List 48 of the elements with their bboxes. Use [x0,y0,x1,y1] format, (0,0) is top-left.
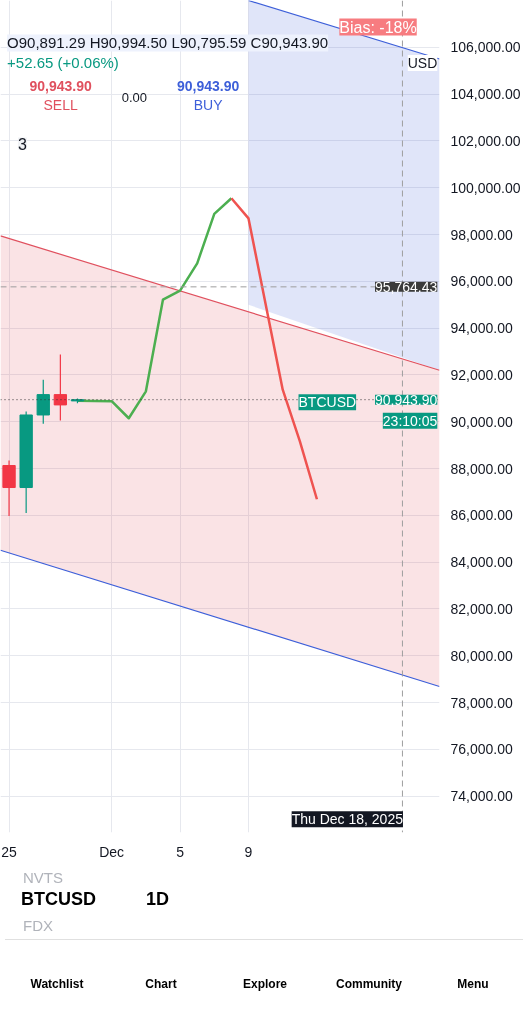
y-tick-label: 86,000.00 [450,507,513,524]
text: Chart [144,976,178,993]
annotation: 90,943.90 [177,78,240,95]
y-tick-label: 106,000.00 [450,39,521,56]
y-tick-label: 100,000.00 [450,179,521,196]
y-tick-label: 98,000.00 [450,226,513,243]
y-tick-label: 104,000.00 [450,86,521,103]
ref-line-label: 90,943.90 [375,391,438,408]
annotation: 23:10:05 [382,412,438,429]
y-tick-label: 90,000.00 [450,413,513,430]
y-tick-label: 84,000.00 [450,554,513,571]
text: FDX [22,916,54,934]
candlestick [53,354,68,422]
annotation: SELL [43,97,78,114]
candlestick [2,460,16,517]
y-tick-label: 82,000.00 [450,601,513,617]
annotation: 90,943.90 [29,78,92,95]
annotation: BUY [193,97,224,114]
x-tick-label: Dec [99,843,125,860]
y-tick-label: 92,000.00 [450,366,513,383]
ref-line-label: Thu Dec 18, 2025 [291,811,404,828]
text: BTCUSD [21,888,97,912]
y-tick-label: 80,000.00 [450,647,513,664]
y-tick-label: 76,000.00 [450,741,513,758]
text: Explore [242,976,288,993]
x-tick-label: 25 [1,843,18,860]
candlestick [36,379,50,425]
annotation: BTCUSD [298,394,357,411]
annotation: +52.65 (+0.06%) [7,54,119,72]
y-tick-label: 96,000.00 [450,273,513,290]
annotation: USD [407,54,438,71]
y-tick-label: 78,000.00 [450,694,513,711]
text: 1D [146,888,170,912]
annotation: 3 [18,135,28,153]
annotation: O90,891.29 H90,994.50 L90,795.59 C90,943.90 [7,34,329,52]
x-tick-label: 5 [176,843,185,860]
text: Menu [456,976,490,993]
y-tick-label: 102,000.00 [450,132,521,149]
annotation: Bias: -18% [339,18,417,36]
ref-line-label: 95,764.43 [375,278,438,295]
y-tick-label: 74,000.00 [450,788,513,805]
text: NVTS [22,868,64,886]
annotation: 0.00 [121,90,148,106]
text: Community [335,976,403,993]
y-tick-label: 94,000.00 [450,320,513,337]
y-tick-label: 88,000.00 [450,460,513,477]
text: Watchlist [29,976,85,993]
x-tick-label: 9 [244,843,253,860]
